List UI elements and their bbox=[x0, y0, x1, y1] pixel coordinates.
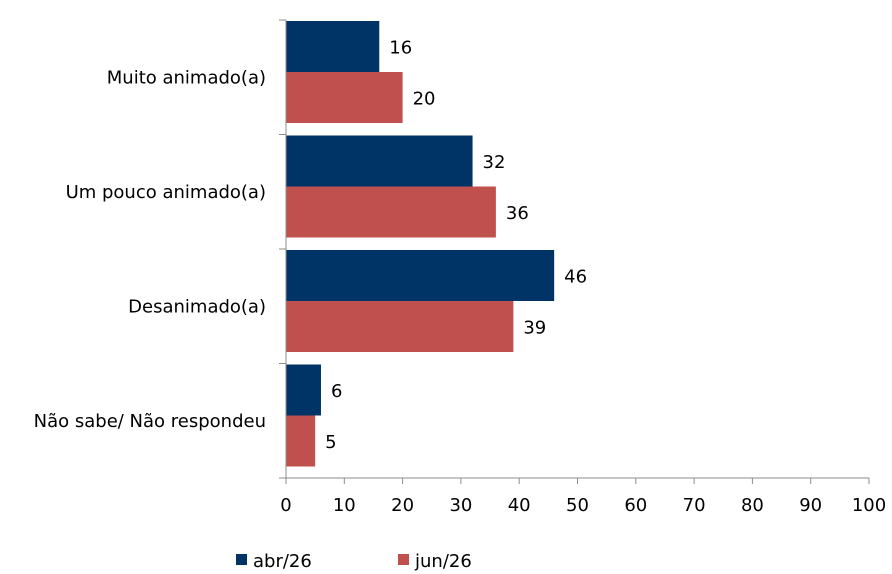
category-label-nao-sabe-nao-respondeu: Não sabe/ Não respondeu bbox=[34, 411, 266, 432]
x-tick-label: 70 bbox=[683, 495, 706, 516]
legend-label-jun-26: jun/26 bbox=[414, 551, 472, 572]
x-tick-label: 50 bbox=[566, 495, 589, 516]
data-labels: 16 20 32 36 46 39 6 5 bbox=[325, 38, 587, 454]
bars-group bbox=[286, 21, 555, 467]
bar-jun-26-nao-sabe-nao-respondeu bbox=[286, 415, 316, 467]
x-tick-label: 80 bbox=[741, 495, 764, 516]
bar-jun-26-muito-animado-a bbox=[286, 72, 403, 123]
data-label-jun-26-muito-animado-a: 20 bbox=[413, 89, 436, 110]
data-label-jun-26-nao-sabe-nao-respondeu: 5 bbox=[325, 432, 336, 453]
bar-abr-26-desanimado-a bbox=[286, 250, 555, 301]
data-label-abr-26-um-pouco-animado-a: 32 bbox=[483, 152, 506, 173]
legend-swatch-abr-26 bbox=[236, 554, 247, 565]
x-tick-label: 100 bbox=[852, 495, 886, 516]
data-label-abr-26-nao-sabe-nao-respondeu: 6 bbox=[331, 381, 342, 402]
x-tick-label: 40 bbox=[508, 495, 531, 516]
legend-label-abr-26: abr/26 bbox=[253, 551, 312, 572]
bar-jun-26-um-pouco-animado-a bbox=[286, 186, 496, 238]
y-axis-ticks bbox=[279, 19, 286, 479]
x-tick-label: 30 bbox=[449, 495, 472, 516]
bar-jun-26-desanimado-a bbox=[286, 301, 514, 352]
x-tick-label: 0 bbox=[280, 495, 291, 516]
category-label-muito-animado-a: Muito animado(a) bbox=[107, 67, 266, 88]
x-tick-label: 90 bbox=[799, 495, 822, 516]
bar-abr-26-muito-animado-a bbox=[286, 21, 380, 72]
data-label-jun-26-um-pouco-animado-a: 36 bbox=[506, 203, 529, 224]
x-tick-label: 10 bbox=[333, 495, 356, 516]
category-labels: Muito animado(a) Um pouco animado(a) Desan… bbox=[34, 67, 266, 432]
data-label-abr-26-desanimado-a: 46 bbox=[564, 267, 587, 288]
data-label-abr-26-muito-animado-a: 16 bbox=[389, 38, 412, 59]
x-tick-label: 60 bbox=[624, 495, 647, 516]
x-axis-ticks: 0 10 20 30 40 50 60 70 80 90 100 bbox=[280, 478, 886, 516]
bar-abr-26-nao-sabe-nao-respondeu bbox=[286, 364, 321, 416]
x-tick-label: 20 bbox=[391, 495, 414, 516]
category-label-um-pouco-animado-a: Um pouco animado(a) bbox=[66, 182, 266, 203]
data-label-jun-26-desanimado-a: 39 bbox=[523, 318, 546, 339]
bar-abr-26-um-pouco-animado-a bbox=[286, 135, 473, 187]
category-label-desanimado-a: Desanimado(a) bbox=[128, 296, 266, 317]
legend-swatch-jun-26 bbox=[398, 554, 409, 565]
legend: abr/26 jun/26 bbox=[236, 551, 472, 572]
